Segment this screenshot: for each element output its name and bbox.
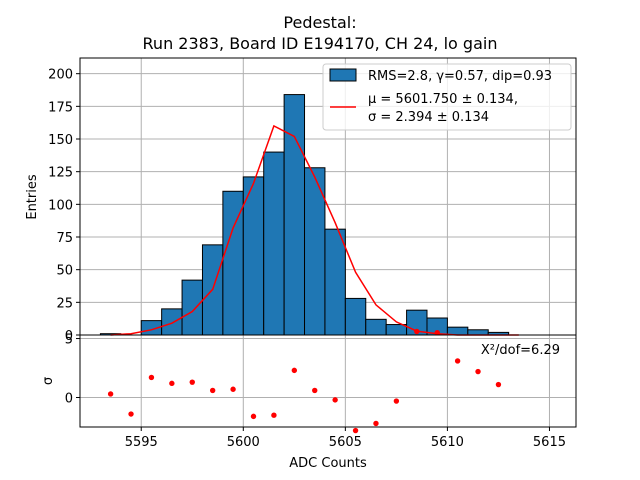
residual-point — [148, 374, 155, 381]
y-tick-label-bottom: 0 — [65, 392, 73, 407]
x-tick-label: 5615 — [533, 435, 566, 450]
residual-point — [414, 328, 420, 335]
x-tick-label: 5595 — [125, 435, 158, 450]
residual-point — [434, 329, 440, 336]
residual-point — [393, 398, 400, 404]
residual-axes-frame — [79, 334, 577, 428]
y-tick-label-bottom: 5 — [65, 333, 73, 348]
residual-point — [332, 397, 338, 403]
residual-point — [230, 386, 236, 392]
residual-gridlines — [80, 335, 576, 427]
legend-fit-label-mu: μ = 5601.750 ± 0.134, — [368, 92, 518, 107]
residual-y-ticks: 05 — [65, 333, 80, 407]
x-ticks: 5595 5600 5605 5610 5615 — [125, 427, 566, 450]
chi2-annotation: X²/dof=6.29 — [481, 343, 560, 358]
chart-subtitle: Run 2383, Board ID E194170, CH 24, lo ga… — [143, 34, 498, 53]
histogram-y-ticks: 0 25 50 75 100 125 150 175 200 — [48, 68, 80, 344]
residual-point — [352, 427, 359, 434]
x-tick-label: 5610 — [431, 435, 464, 450]
y-tick-label-top: 100 — [48, 198, 73, 213]
chart-title: Pedestal: — [283, 13, 356, 32]
residual-point — [209, 387, 216, 394]
histogram-bar — [385, 324, 408, 336]
y-tick-label-top: 175 — [48, 100, 73, 115]
y-tick-label-top: 25 — [56, 296, 73, 311]
x-tick-label: 5605 — [329, 435, 362, 450]
residual-point — [454, 358, 461, 364]
y-tick-label-top: 0 — [65, 329, 73, 344]
residual-point — [271, 412, 277, 418]
y-tick-label-top: 125 — [48, 166, 73, 181]
histogram-bar — [467, 329, 489, 336]
residual-point — [250, 413, 257, 420]
histogram-bar — [365, 318, 387, 336]
histogram-bar — [161, 308, 183, 336]
residual-point — [189, 379, 195, 385]
histogram-bars — [99, 94, 510, 336]
residual-point — [373, 420, 379, 427]
histogram-bar — [181, 279, 203, 336]
y-tick-label-top: 50 — [56, 264, 73, 279]
residual-point — [128, 411, 134, 417]
legend-fit-label-sigma: σ = 2.394 ± 0.134 — [368, 110, 489, 125]
residual-panel: 05 5595 5600 5605 5610 5615 σ X²/dof=6.29 AD… — [41, 328, 577, 471]
y-tick-label-top: 150 — [48, 133, 73, 148]
legend-hist-label: RMS=2.8, γ=0.57, dip=0.93 — [368, 69, 552, 84]
y-tick-label-top: 75 — [56, 231, 73, 246]
residual-point — [312, 387, 318, 394]
y-axis-label-entries: Entries — [25, 174, 40, 220]
residual-point — [475, 368, 481, 375]
legend-hist-swatch — [329, 68, 357, 82]
residual-point — [169, 380, 175, 387]
histogram-bar — [344, 297, 367, 336]
y-axis-label-sigma: σ — [41, 377, 56, 385]
residual-point — [107, 391, 114, 397]
histogram-bar — [324, 228, 346, 336]
histogram-bar — [283, 94, 306, 336]
residual-points — [107, 328, 502, 434]
residual-point — [495, 381, 502, 388]
x-tick-label: 5600 — [227, 435, 260, 450]
histogram-bar — [263, 151, 285, 336]
histogram-panel: 0 25 50 75 100 125 150 175 200 Entries RMS=2.8, … — [25, 57, 577, 344]
residual-point — [291, 367, 298, 374]
x-axis-label: ADC Counts — [289, 456, 367, 471]
legend: RMS=2.8, γ=0.57, dip=0.93 μ = 5601.750 ±… — [322, 63, 572, 131]
y-tick-label-top: 200 — [48, 68, 73, 83]
legend-frame — [322, 63, 572, 131]
